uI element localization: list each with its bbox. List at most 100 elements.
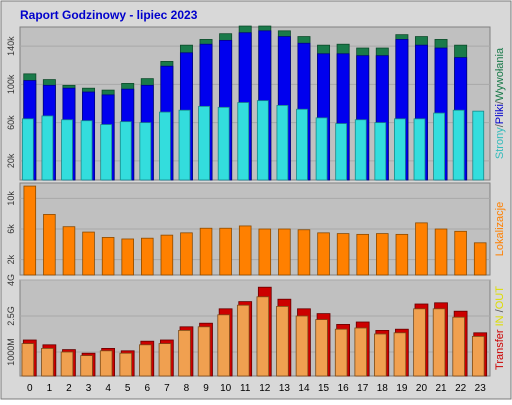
bar-pages (276, 105, 289, 181)
legend-entry: Wywołania (494, 47, 506, 101)
bar-transfer-out (354, 327, 368, 377)
x-tick-label: 8 (184, 383, 190, 394)
bar-pages (452, 109, 465, 181)
bar-pages (394, 118, 406, 181)
bar-visits (121, 238, 134, 276)
y-tick-label: 2.5G (6, 306, 16, 326)
legend-requests: Strony/Pliki/Wywołania (494, 47, 506, 159)
legend-entry: / (494, 123, 506, 127)
legend-visits: Lokalizacje (494, 202, 506, 256)
bar-visits (238, 225, 252, 276)
x-tick-label: 2 (66, 383, 72, 394)
bar-transfer-out (413, 308, 426, 377)
x-tick-label: 5 (125, 383, 131, 394)
bar-visits (473, 242, 487, 276)
bar-transfer-out (452, 316, 465, 377)
y-tick-label: 140k (6, 36, 16, 56)
panel-background (19, 26, 491, 181)
bar-transfer-out (315, 319, 328, 377)
x-axis: 0 1 2 3 4 5 6 7 8 9 10 11 12 13 14 15 16 17 18 19 20 21 22 23 (27, 383, 486, 394)
panel-visits: 2k 6k 10k Lokalizacje (6, 182, 506, 276)
bar-transfer-out (256, 296, 270, 377)
bar-pages (61, 119, 73, 181)
legend-entry: / (494, 308, 506, 312)
panel-transfer: 1000M 2.5G 4G Transfer IN /OUT (6, 274, 506, 377)
bar-pages (178, 109, 191, 181)
y-tick-label: 6k (6, 224, 16, 234)
x-tick-label: 17 (357, 383, 369, 394)
bar-visits (454, 230, 467, 276)
legend-entry: OUT (494, 286, 506, 310)
bar-transfer-out (334, 328, 348, 377)
bar-visits (317, 232, 330, 276)
bar-transfer-out (276, 305, 289, 377)
bar-visits (415, 222, 428, 276)
y-tick-label: 2k (6, 254, 16, 264)
bars-transfer (21, 286, 488, 377)
bar-visits (336, 233, 350, 276)
x-tick-label: 12 (259, 383, 271, 394)
legend-entry: / (494, 100, 506, 104)
bar-pages (433, 112, 445, 181)
bar-visits (376, 233, 389, 276)
x-tick-label: 10 (220, 383, 232, 394)
bars-requests (21, 25, 485, 181)
x-tick-label: 9 (203, 383, 209, 394)
bar-transfer-out (374, 333, 387, 377)
panel-background (19, 279, 491, 377)
bars-visits (23, 185, 487, 276)
bar-visits (278, 228, 291, 276)
y-tick-label: 60k (6, 115, 16, 130)
bar-transfer-out (60, 351, 74, 377)
bar-transfer-out (217, 314, 230, 377)
y-tick-label: 4G (6, 274, 16, 286)
x-tick-label: 15 (318, 383, 330, 394)
x-tick-label: 23 (475, 383, 487, 394)
bar-visits (356, 233, 369, 276)
bar-transfer-out (80, 355, 93, 377)
legend-entry: Transfer (494, 329, 506, 370)
chart-title: Raport Godzinowy - lipiec 2023 (20, 8, 198, 22)
legend-entry: Strony (494, 127, 506, 159)
x-tick-label: 0 (27, 383, 33, 394)
bar-pages (374, 122, 387, 181)
bar-transfer-out (432, 308, 446, 377)
x-tick-label: 14 (298, 383, 310, 394)
bar-transfer-out (41, 347, 54, 377)
bar-transfer-out (99, 350, 113, 377)
bar-pages (237, 102, 250, 181)
bar-visits (395, 233, 409, 276)
x-tick-label: 13 (279, 383, 291, 394)
bar-transfer-out (158, 343, 172, 377)
x-tick-label: 16 (338, 383, 350, 394)
bar-transfer-out (139, 344, 152, 377)
bar-transfer-out (295, 315, 309, 377)
bar-pages (296, 108, 308, 181)
bar-pages (413, 118, 426, 181)
bar-visits (141, 237, 154, 276)
bar-pages (354, 119, 367, 181)
x-tick-label: 3 (86, 383, 92, 394)
bar-visits (62, 226, 76, 276)
bar-pages (41, 115, 54, 181)
bar-transfer-out (236, 304, 250, 377)
bar-pages (198, 105, 210, 181)
bar-transfer-out (119, 352, 133, 377)
bar-pages (217, 106, 230, 181)
bar-visits (199, 227, 213, 276)
legend-entry: Lokalizacje (494, 202, 506, 256)
bar-transfer-out (471, 335, 485, 377)
x-tick-label: 21 (435, 383, 447, 394)
bar-transfer-out (197, 326, 211, 377)
legend-entry: Pliki (494, 104, 506, 124)
legend-text: Strony/Pliki/Wywołania (494, 47, 506, 159)
bar-pages (335, 123, 348, 181)
bar-visits (258, 228, 272, 276)
y-tick-label: 1000M (6, 338, 16, 366)
x-tick-label: 18 (377, 383, 389, 394)
bar-pages (100, 124, 113, 181)
x-tick-label: 7 (164, 383, 170, 394)
